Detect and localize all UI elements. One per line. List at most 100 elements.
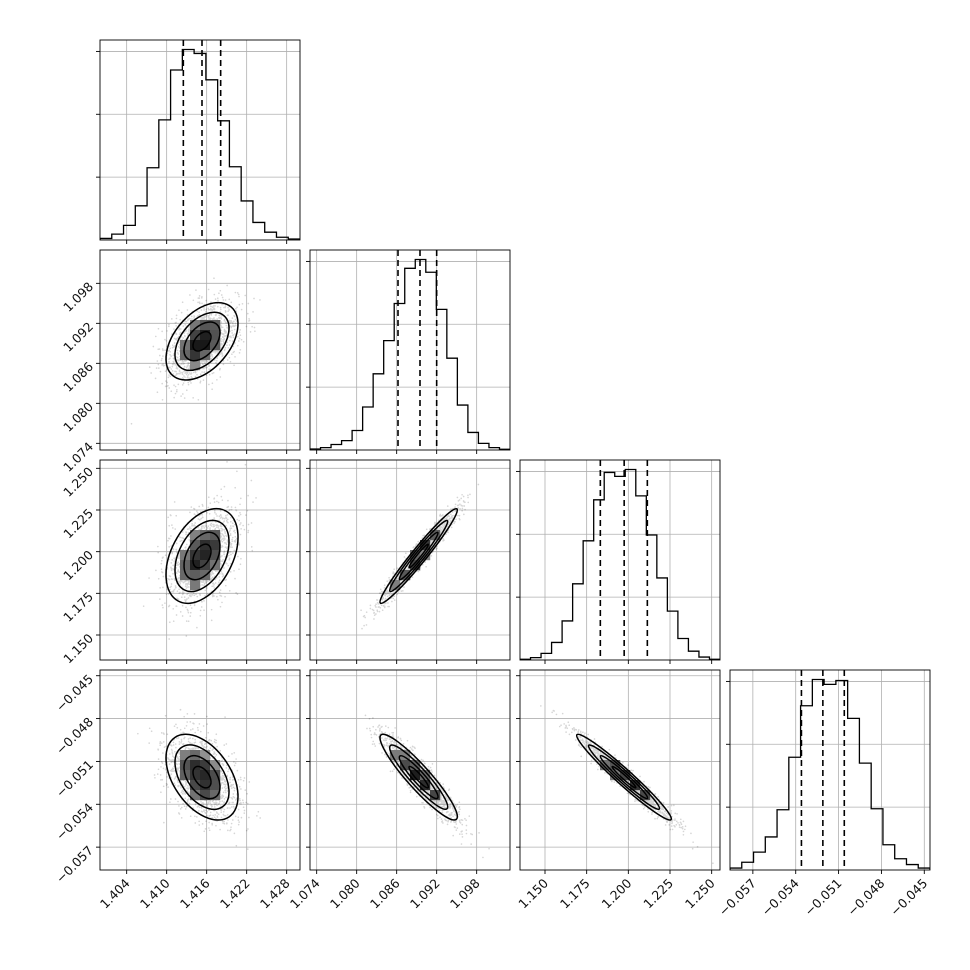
density-cell-3-0 bbox=[210, 770, 221, 781]
density-cell-3-1 bbox=[430, 790, 441, 801]
density-cell-3-0 bbox=[180, 760, 191, 771]
contour-3-2-3 bbox=[575, 733, 673, 821]
density-cell-1-0 bbox=[190, 320, 201, 331]
density-cell-3-1 bbox=[390, 750, 401, 761]
density-cell-2-1 bbox=[420, 550, 431, 561]
density-cell-1-0 bbox=[200, 340, 211, 351]
density-cell-1-0 bbox=[200, 320, 211, 331]
panel-3-2 bbox=[520, 670, 720, 870]
density-cell-3-0 bbox=[200, 790, 211, 801]
panel-frame-0-0 bbox=[99, 39, 301, 241]
histogram-0 bbox=[100, 48, 300, 240]
scatter-points-2-0 bbox=[142, 461, 257, 640]
contour-2-0-0 bbox=[192, 543, 212, 569]
contour-1-0-2 bbox=[174, 311, 230, 372]
y-tick-label-3-3: −0.048 bbox=[53, 714, 96, 757]
y-tick-label-2-3: 1.225 bbox=[60, 506, 96, 542]
density-cell-2-0 bbox=[200, 550, 211, 561]
panel-2-2 bbox=[520, 460, 720, 660]
density-cell-3-0 bbox=[210, 780, 221, 791]
density-cell-2-0 bbox=[190, 570, 201, 581]
density-cell-1-0 bbox=[190, 340, 201, 351]
y-tick-label-1-2: 1.086 bbox=[60, 359, 96, 395]
x-tick-label-1-0: 1.074 bbox=[287, 875, 323, 911]
density-cell-2-1 bbox=[430, 530, 441, 541]
density-cell-1-0 bbox=[190, 330, 201, 341]
contour-3-0-2 bbox=[174, 744, 230, 811]
density-cell-1-0 bbox=[210, 330, 221, 341]
y-tick-label-2-1: 1.175 bbox=[60, 589, 96, 625]
density-cell-3-0 bbox=[200, 750, 211, 761]
panel-frame-3-1 bbox=[309, 669, 511, 871]
x-tick-label-0-2: 1.416 bbox=[177, 875, 213, 911]
y-tick-label-1-3: 1.092 bbox=[60, 319, 96, 355]
y-tick-label-3-4: −0.045 bbox=[53, 671, 96, 714]
density-cell-3-0 bbox=[210, 760, 221, 771]
contour-3-2-1 bbox=[599, 754, 649, 800]
histogram-3 bbox=[730, 678, 930, 870]
density-cell-3-0 bbox=[200, 780, 211, 791]
panel-frame-2-1 bbox=[309, 459, 511, 661]
density-cell-1-0 bbox=[190, 360, 201, 371]
density-cell-1-0 bbox=[210, 340, 221, 351]
contour-3-1-1 bbox=[398, 754, 439, 800]
panel-frame-1-0 bbox=[99, 249, 301, 451]
density-cell-3-1 bbox=[400, 750, 411, 761]
x-tick-label-2-3: 1.225 bbox=[640, 876, 676, 912]
panel-frame-3-2 bbox=[519, 669, 721, 871]
y-tick-label-2-0: 1.150 bbox=[60, 630, 96, 666]
density-cell-2-0 bbox=[190, 550, 201, 561]
x-tick-label-3-3: −0.048 bbox=[844, 875, 887, 918]
x-tick-label-1-1: 1.080 bbox=[327, 875, 363, 911]
contour-2-0-1 bbox=[183, 531, 221, 581]
panel-frame-3-3 bbox=[729, 669, 931, 871]
panel-frame-1-1 bbox=[309, 249, 511, 451]
density-cell-3-0 bbox=[190, 770, 201, 781]
x-tick-label-0-3: 1.422 bbox=[217, 876, 253, 912]
x-tick-label-3-0: −0.057 bbox=[716, 876, 759, 919]
density-cell-2-0 bbox=[190, 580, 201, 591]
contour-3-1-0 bbox=[408, 765, 430, 789]
contour-2-1-3 bbox=[379, 507, 459, 605]
x-tick-label-3-4: −0.045 bbox=[887, 876, 930, 919]
contour-3-0-3 bbox=[165, 733, 239, 821]
y-tick-label-1-1: 1.080 bbox=[60, 399, 96, 435]
density-cell-3-2 bbox=[640, 790, 651, 801]
density-cell-3-0 bbox=[190, 780, 201, 791]
panel-0-0 bbox=[100, 40, 300, 240]
contour-3-0-1 bbox=[183, 754, 221, 800]
density-cell-3-0 bbox=[200, 760, 211, 771]
panel-frame-2-2 bbox=[519, 459, 721, 661]
y-tick-label-3-2: −0.051 bbox=[53, 757, 96, 800]
contour-3-1-3 bbox=[379, 733, 459, 821]
contour-3-2-2 bbox=[587, 744, 661, 811]
density-cell-1-0 bbox=[200, 350, 211, 361]
panel-2-1 bbox=[310, 460, 510, 660]
density-cell-1-0 bbox=[200, 330, 211, 341]
x-tick-label-2-4: 1.250 bbox=[682, 875, 718, 911]
contour-3-2-0 bbox=[611, 765, 637, 789]
x-tick-label-1-4: 1.098 bbox=[447, 875, 483, 911]
x-tick-label-1-2: 1.086 bbox=[367, 875, 403, 911]
density-cell-3-1 bbox=[400, 760, 411, 771]
density-cell-2-1 bbox=[400, 570, 411, 581]
y-tick-label-2-2: 1.200 bbox=[60, 547, 96, 583]
x-tick-label-2-0: 1.150 bbox=[515, 875, 551, 911]
contour-1-0-3 bbox=[165, 301, 239, 381]
panel-3-0 bbox=[100, 670, 300, 870]
density-cell-2-0 bbox=[200, 540, 211, 551]
scatter-points-3-0 bbox=[136, 708, 262, 851]
contour-2-1-2 bbox=[388, 519, 449, 593]
density-cell-2-1 bbox=[390, 580, 401, 591]
contour-2-1-1 bbox=[398, 531, 439, 581]
contour-3-1-2 bbox=[388, 744, 449, 811]
density-cell-3-0 bbox=[210, 790, 221, 801]
panel-1-0 bbox=[100, 250, 300, 450]
panel-3-1 bbox=[310, 670, 510, 870]
contour-2-1-0 bbox=[408, 543, 430, 569]
density-cell-3-1 bbox=[420, 780, 431, 791]
density-cell-2-0 bbox=[180, 560, 191, 571]
density-cell-2-1 bbox=[420, 540, 431, 551]
